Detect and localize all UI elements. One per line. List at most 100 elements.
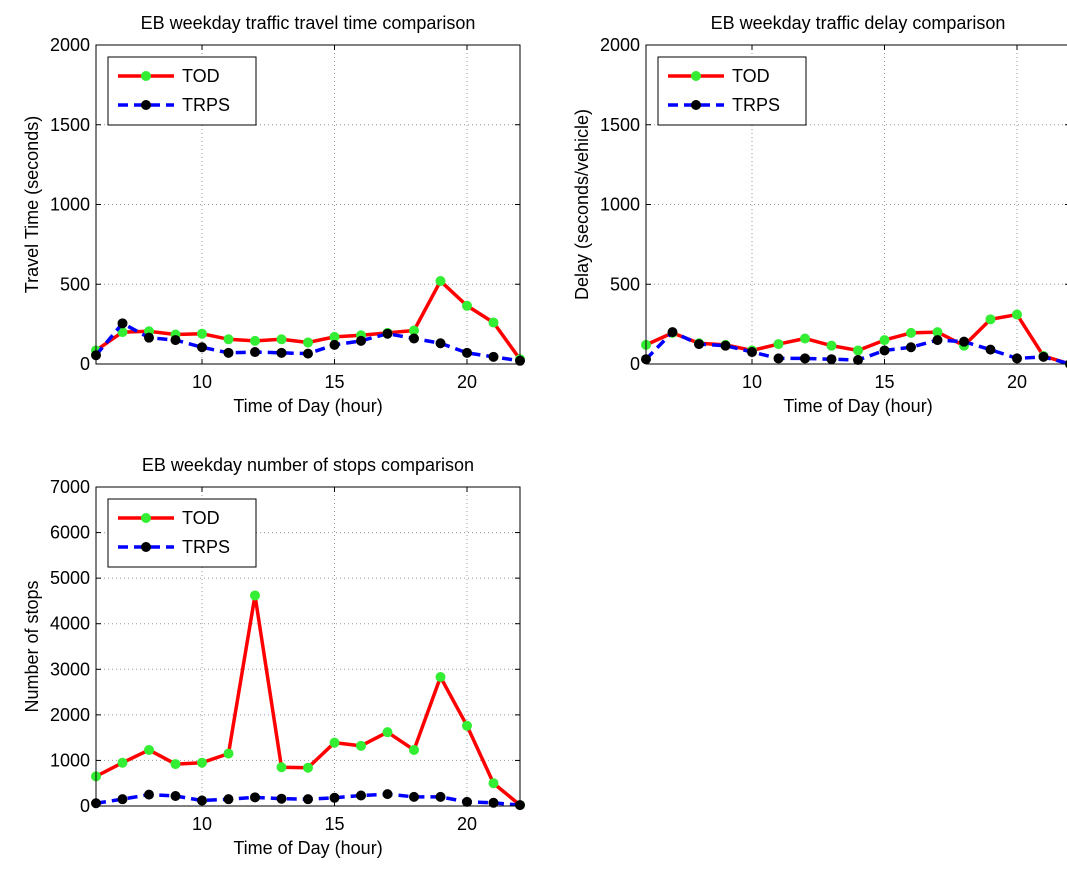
data-point-tod — [826, 340, 837, 351]
data-point-tod — [356, 740, 366, 751]
data-point-trps — [356, 790, 366, 801]
data-point-trps — [223, 794, 234, 805]
data-point-tod — [250, 590, 260, 601]
legend-swatch-marker-tod — [141, 513, 151, 523]
chart-title: EB weekday traffic delay comparison — [711, 13, 1006, 33]
legend-swatch-marker-tod — [141, 71, 151, 81]
data-point-trps — [1012, 353, 1022, 364]
legend-box — [657, 56, 807, 126]
x-tick-label: 20 — [1007, 372, 1027, 392]
x-tick-label: 15 — [874, 372, 894, 392]
data-point-trps — [1038, 351, 1049, 362]
x-axis-label: Time of Day (hour) — [233, 396, 382, 416]
data-point-tod — [435, 276, 446, 287]
data-point-trps — [720, 340, 731, 351]
legend: TOD TRPS — [657, 56, 807, 126]
data-point-trps — [773, 353, 784, 364]
y-tick-label: 4000 — [50, 614, 90, 634]
data-point-tod — [303, 762, 313, 773]
data-point-tod — [223, 748, 234, 759]
data-point-tod — [276, 334, 287, 345]
chart-panel-3: 10 15 20 0 1000 2000 3000 4000 5000 6000 7000 EB we… — [22, 455, 525, 858]
data-point-trps — [170, 335, 181, 346]
data-point-trps — [117, 794, 128, 805]
y-axis-label: Delay (seconds/vehicle) — [572, 109, 592, 300]
data-point-trps — [879, 345, 890, 356]
x-axis-label: Time of Day (hour) — [783, 396, 932, 416]
data-point-trps — [694, 339, 704, 350]
data-point-trps — [488, 797, 499, 808]
x-axis-label: Time of Day (hour) — [233, 838, 382, 858]
data-point-trps — [462, 796, 472, 807]
x-tick-label: 10 — [192, 372, 212, 392]
y-tick-label: 0 — [80, 354, 90, 374]
data-point-trps — [985, 344, 996, 355]
data-point-tod — [144, 744, 154, 755]
y-tick-label: 500 — [610, 274, 640, 294]
data-point-tod — [170, 759, 181, 770]
data-point-trps — [747, 347, 757, 358]
x-tick-label: 10 — [192, 814, 212, 834]
data-point-trps — [276, 347, 287, 358]
data-point-trps — [197, 795, 207, 806]
legend-label-tod: TOD — [182, 508, 220, 528]
data-point-tod — [1012, 309, 1022, 320]
axes-frame — [645, 44, 1067, 365]
y-tick-label: 7000 — [50, 477, 90, 497]
x-tick-label: 15 — [324, 814, 344, 834]
x-tick-label: 20 — [457, 372, 477, 392]
data-point-trps — [435, 791, 446, 802]
data-point-tod — [488, 317, 499, 328]
data-point-tod — [223, 334, 234, 345]
y-tick-label: 6000 — [50, 523, 90, 543]
legend-box — [107, 498, 257, 568]
data-point-trps — [303, 348, 313, 359]
data-point-tod — [409, 744, 419, 755]
data-point-tod — [462, 300, 472, 311]
data-point-trps — [959, 336, 969, 347]
y-tick-label: 3000 — [50, 659, 90, 679]
data-point-trps — [144, 789, 154, 800]
data-point-trps — [382, 328, 393, 339]
data-point-tod — [879, 335, 890, 346]
y-tick-label: 0 — [630, 354, 640, 374]
legend-label-trps: TRPS — [732, 95, 780, 115]
data-point-trps — [800, 353, 810, 364]
x-tick-label: 20 — [457, 814, 477, 834]
chart-panel-1: 10 15 20 0 500 1000 1500 2000 EB weekday traffic… — [22, 13, 525, 416]
x-tick-label: 10 — [742, 372, 762, 392]
data-point-trps — [826, 354, 837, 365]
axes-frame — [95, 44, 521, 365]
legend-swatch-marker-tod — [691, 71, 701, 81]
data-point-tod — [197, 757, 207, 768]
data-point-tod — [250, 335, 260, 346]
data-point-trps — [462, 347, 472, 358]
legend-swatch-marker-trps — [141, 100, 151, 110]
y-tick-label: 0 — [80, 796, 90, 816]
data-point-tod — [853, 345, 863, 356]
data-point-trps — [329, 792, 340, 803]
legend: TOD TRPS — [107, 498, 257, 568]
data-point-trps — [435, 338, 446, 349]
data-point-trps — [223, 347, 234, 358]
legend-label-trps: TRPS — [182, 95, 230, 115]
data-point-tod — [985, 314, 996, 325]
axes-frame — [95, 486, 521, 807]
y-tick-label: 1500 — [600, 115, 640, 135]
data-point-tod — [488, 778, 499, 789]
data-point-trps — [170, 790, 181, 801]
y-tick-label: 500 — [60, 274, 90, 294]
data-point-trps — [117, 318, 128, 329]
data-point-trps — [250, 347, 260, 358]
data-point-tod — [329, 737, 340, 748]
legend-label-tod: TOD — [732, 66, 770, 86]
y-tick-label: 1000 — [50, 195, 90, 215]
y-axis-label: Number of stops — [22, 580, 42, 712]
data-point-trps — [382, 789, 393, 800]
data-point-trps — [932, 335, 943, 346]
y-tick-label: 2000 — [50, 35, 90, 55]
data-point-tod — [773, 339, 784, 350]
y-tick-label: 1000 — [600, 195, 640, 215]
data-point-trps — [276, 793, 287, 804]
